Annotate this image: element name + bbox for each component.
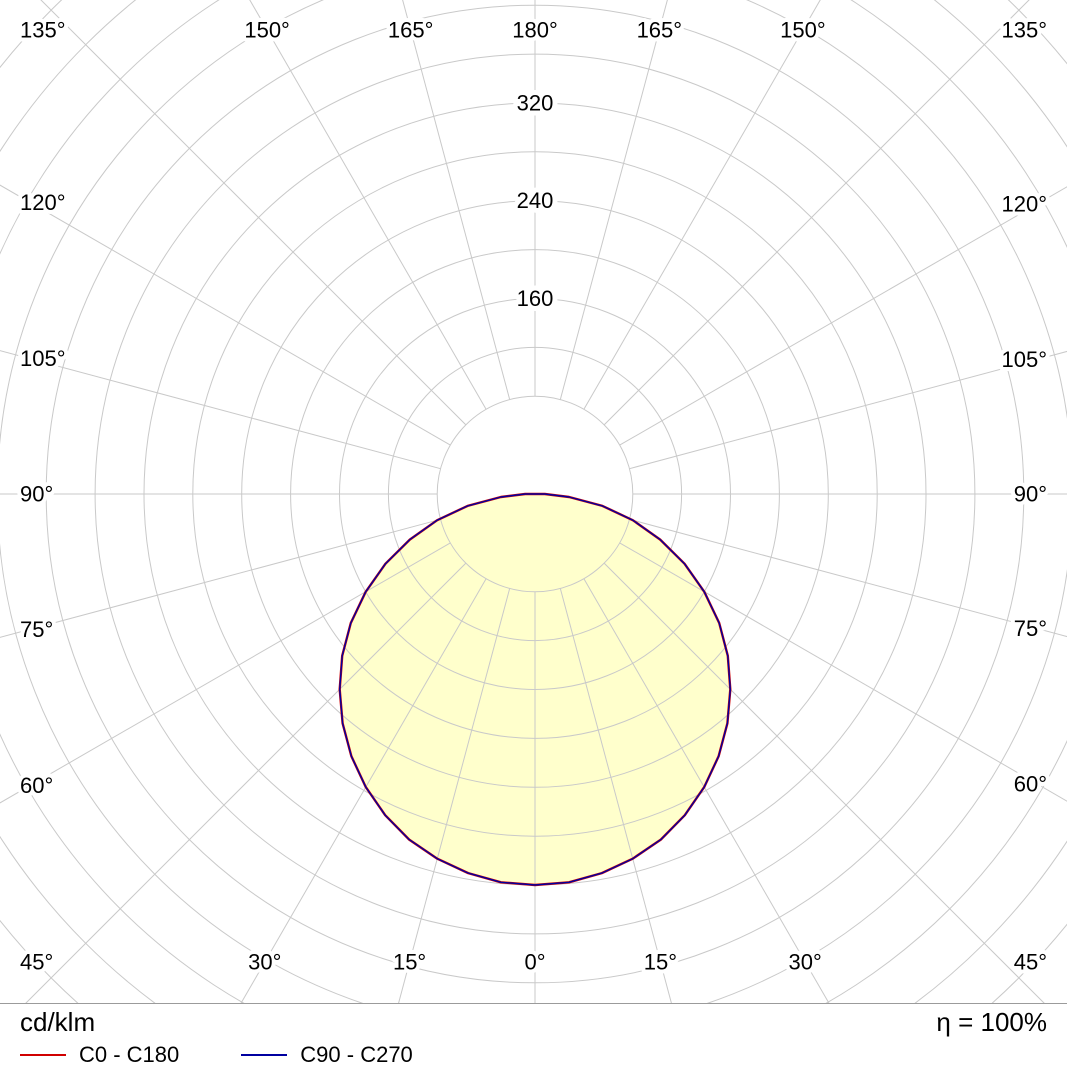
angle-tick-label: 90° <box>1014 482 1047 507</box>
efficiency-label: η = 100% <box>936 1007 1047 1037</box>
angle-tick-label: 135° <box>1001 18 1047 43</box>
radial-tick-label: 320 <box>517 90 554 115</box>
angle-tick-label: 30° <box>248 950 281 975</box>
grid-spoke <box>559 0 668 400</box>
legend-item-c0: C0 - C180 <box>20 1042 179 1068</box>
grid-spoke <box>629 350 1067 470</box>
legend-line-c0-icon <box>20 1054 66 1056</box>
grid-spoke <box>402 0 511 400</box>
grid-spoke <box>40 0 467 426</box>
grid-spoke <box>0 518 441 638</box>
grid-spoke <box>559 588 672 1003</box>
angle-tick-label: 150° <box>244 18 290 43</box>
angle-tick-label: 15° <box>644 950 677 975</box>
legend-line-c90-icon <box>241 1054 288 1056</box>
angle-tick-label: 30° <box>789 950 822 975</box>
angle-tick-label: 75° <box>20 617 53 642</box>
angle-tick-label: 60° <box>20 773 53 798</box>
grid-spoke <box>583 0 821 410</box>
angle-tick-label: 0° <box>524 950 545 975</box>
legend-item-c90: C90 - C270 <box>241 1042 413 1068</box>
polar-chart: 160 240 320 0° 15° 15° 30° 30° 45° 45° 60° 60° 75° 75… <box>0 0 1067 1003</box>
angle-tick-label: 120° <box>20 190 66 215</box>
angle-tick-label: 15° <box>393 950 426 975</box>
angle-tick-label: 165° <box>637 18 683 43</box>
angle-tick-label: 45° <box>1014 950 1047 975</box>
angle-tick-label: 45° <box>20 950 53 975</box>
grid-spoke <box>583 578 830 1003</box>
grid-spoke <box>0 350 441 470</box>
grid-spoke <box>603 0 1030 426</box>
grid-spoke <box>629 518 1067 638</box>
grid-spoke <box>249 0 487 410</box>
chart-footer: cd/klm η = 100% C0 - C180 C90 - C270 <box>0 1003 1067 1075</box>
angle-tick-label: 105° <box>20 346 66 371</box>
legend: C0 - C180 C90 - C270 <box>0 1037 1067 1068</box>
angle-tick-label: 165° <box>388 18 434 43</box>
angle-tick-label: 60° <box>1014 771 1047 796</box>
angle-tick-label: 135° <box>20 18 66 43</box>
units-label: cd/klm <box>20 1007 96 1037</box>
grid-spoke <box>619 542 1067 802</box>
angle-tick-label: 90° <box>20 482 53 507</box>
radial-tick-label: 240 <box>517 188 554 213</box>
angle-tick-label: 180° <box>512 18 558 43</box>
grid-spoke <box>603 562 1045 1003</box>
curve-c90-c270 <box>339 493 731 886</box>
radial-tick-label: 160 <box>517 286 554 311</box>
grid-spoke <box>0 184 451 446</box>
legend-label-c90: C90 - C270 <box>300 1042 413 1067</box>
angle-tick-label: 105° <box>1001 347 1047 372</box>
grid-spoke <box>25 562 467 1003</box>
footer-row-units: cd/klm η = 100% <box>0 1004 1067 1037</box>
angle-tick-label: 120° <box>1001 192 1047 217</box>
grid-spoke <box>619 186 1067 446</box>
grid-spoke <box>398 588 511 1003</box>
grid-spoke <box>240 578 487 1003</box>
angle-tick-label: 75° <box>1014 616 1047 641</box>
legend-label-c0: C0 - C180 <box>79 1042 180 1067</box>
grid-spoke <box>0 542 451 804</box>
angle-tick-label: 150° <box>780 18 826 43</box>
